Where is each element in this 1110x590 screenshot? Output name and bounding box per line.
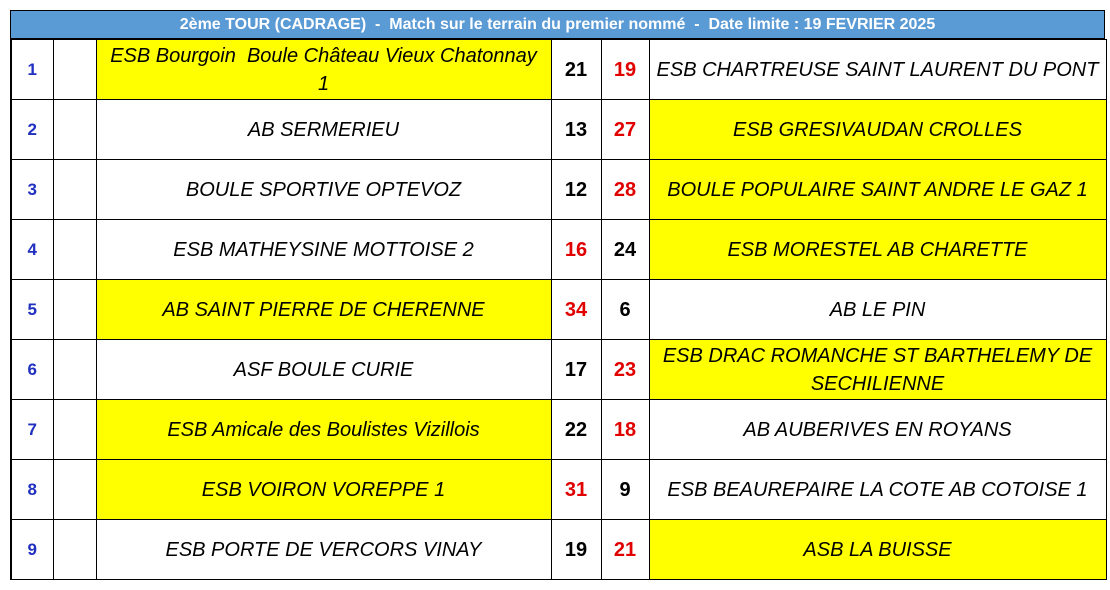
empty-cell: [52, 399, 97, 460]
away-team: ESB GRESIVAUDAN CROLLES: [648, 99, 1107, 160]
away-score: 28: [600, 159, 650, 220]
away-team: ESB CHARTREUSE SAINT LAURENT DU PONT: [648, 39, 1107, 100]
home-team: ESB Amicale des Boulistes Vizillois: [95, 399, 552, 460]
home-team: BOULE SPORTIVE OPTEVOZ: [95, 159, 552, 220]
away-score: 6: [600, 279, 650, 340]
match-row: 2 AB SERMERIEU 13 27 ESB GRESIVAUDAN CROLLES: [10, 99, 1107, 160]
match-row: 7 ESB Amicale des Boulistes Vizillois 22 18…: [10, 399, 1107, 460]
empty-cell: [52, 219, 97, 280]
empty-cell: [52, 99, 97, 160]
match-number: 5: [10, 279, 54, 340]
empty-cell: [52, 339, 97, 400]
match-number: 9: [10, 519, 54, 580]
home-team: AB SAINT PIERRE DE CHERENNE: [95, 279, 552, 340]
away-score: 21: [600, 519, 650, 580]
away-score: 23: [600, 339, 650, 400]
away-team: AB LE PIN: [648, 279, 1107, 340]
match-number: 2: [10, 99, 54, 160]
home-team: ESB PORTE DE VERCORS VINAY: [95, 519, 552, 580]
home-team: ESB MATHEYSINE MOTTOISE 2: [95, 219, 552, 280]
match-row: 5 AB SAINT PIERRE DE CHERENNE 34 6 AB LE PIN: [10, 279, 1107, 340]
match-row: 6 ASF BOULE CURIE 17 23 ESB DRAC ROMANCHE ST…: [10, 339, 1107, 400]
away-team: ESB BEAUREPAIRE LA COTE AB COTOISE 1: [648, 459, 1107, 520]
home-team: AB SERMERIEU: [95, 99, 552, 160]
home-score: 19: [550, 519, 602, 580]
away-team: ESB DRAC ROMANCHE ST BARTHELEMY DE SECHI…: [648, 339, 1107, 400]
empty-cell: [52, 519, 97, 580]
match-row: 8 ESB VOIRON VOREPPE 1 31 9 ESB BEAUREPAIRE …: [10, 459, 1107, 520]
match-table: 1 ESB Bourgoin Boule Château Vieux Chaton…: [10, 39, 1107, 580]
match-row: 3 BOULE SPORTIVE OPTEVOZ 12 28 BOULE POPULAI…: [10, 159, 1107, 220]
home-score: 16: [550, 219, 602, 280]
away-score: 27: [600, 99, 650, 160]
home-score: 12: [550, 159, 602, 220]
home-team: ESB VOIRON VOREPPE 1: [95, 459, 552, 520]
home-score: 34: [550, 279, 602, 340]
away-team: ASB LA BUISSE: [648, 519, 1107, 580]
bracket: 2ème TOUR (CADRAGE) - Match sur le terra…: [10, 10, 1107, 580]
match-number: 1: [10, 39, 54, 100]
away-team: AB AUBERIVES EN ROYANS: [648, 399, 1107, 460]
match-number: 6: [10, 339, 54, 400]
empty-cell: [52, 159, 97, 220]
empty-cell: [52, 39, 97, 100]
match-row: 1 ESB Bourgoin Boule Château Vieux Chaton…: [10, 39, 1107, 100]
home-score: 21: [550, 39, 602, 100]
match-row: 9 ESB PORTE DE VERCORS VINAY 19 21 ASB LA BU…: [10, 519, 1107, 580]
home-score: 31: [550, 459, 602, 520]
home-team: ASF BOULE CURIE: [95, 339, 552, 400]
home-score: 17: [550, 339, 602, 400]
match-row: 4 ESB MATHEYSINE MOTTOISE 2 16 24 ESB MOREST…: [10, 219, 1107, 280]
match-number: 3: [10, 159, 54, 220]
home-score: 13: [550, 99, 602, 160]
match-number: 7: [10, 399, 54, 460]
match-number: 4: [10, 219, 54, 280]
away-team: ESB MORESTEL AB CHARETTE: [648, 219, 1107, 280]
away-score: 19: [600, 39, 650, 100]
match-number: 8: [10, 459, 54, 520]
away-score: 18: [600, 399, 650, 460]
empty-cell: [52, 459, 97, 520]
home-score: 22: [550, 399, 602, 460]
header-title: 2ème TOUR (CADRAGE) - Match sur le terra…: [10, 10, 1105, 39]
empty-cell: [52, 279, 97, 340]
away-score: 24: [600, 219, 650, 280]
away-team: BOULE POPULAIRE SAINT ANDRE LE GAZ 1: [648, 159, 1107, 220]
home-team: ESB Bourgoin Boule Château Vieux Chatonn…: [95, 39, 552, 100]
away-score: 9: [600, 459, 650, 520]
